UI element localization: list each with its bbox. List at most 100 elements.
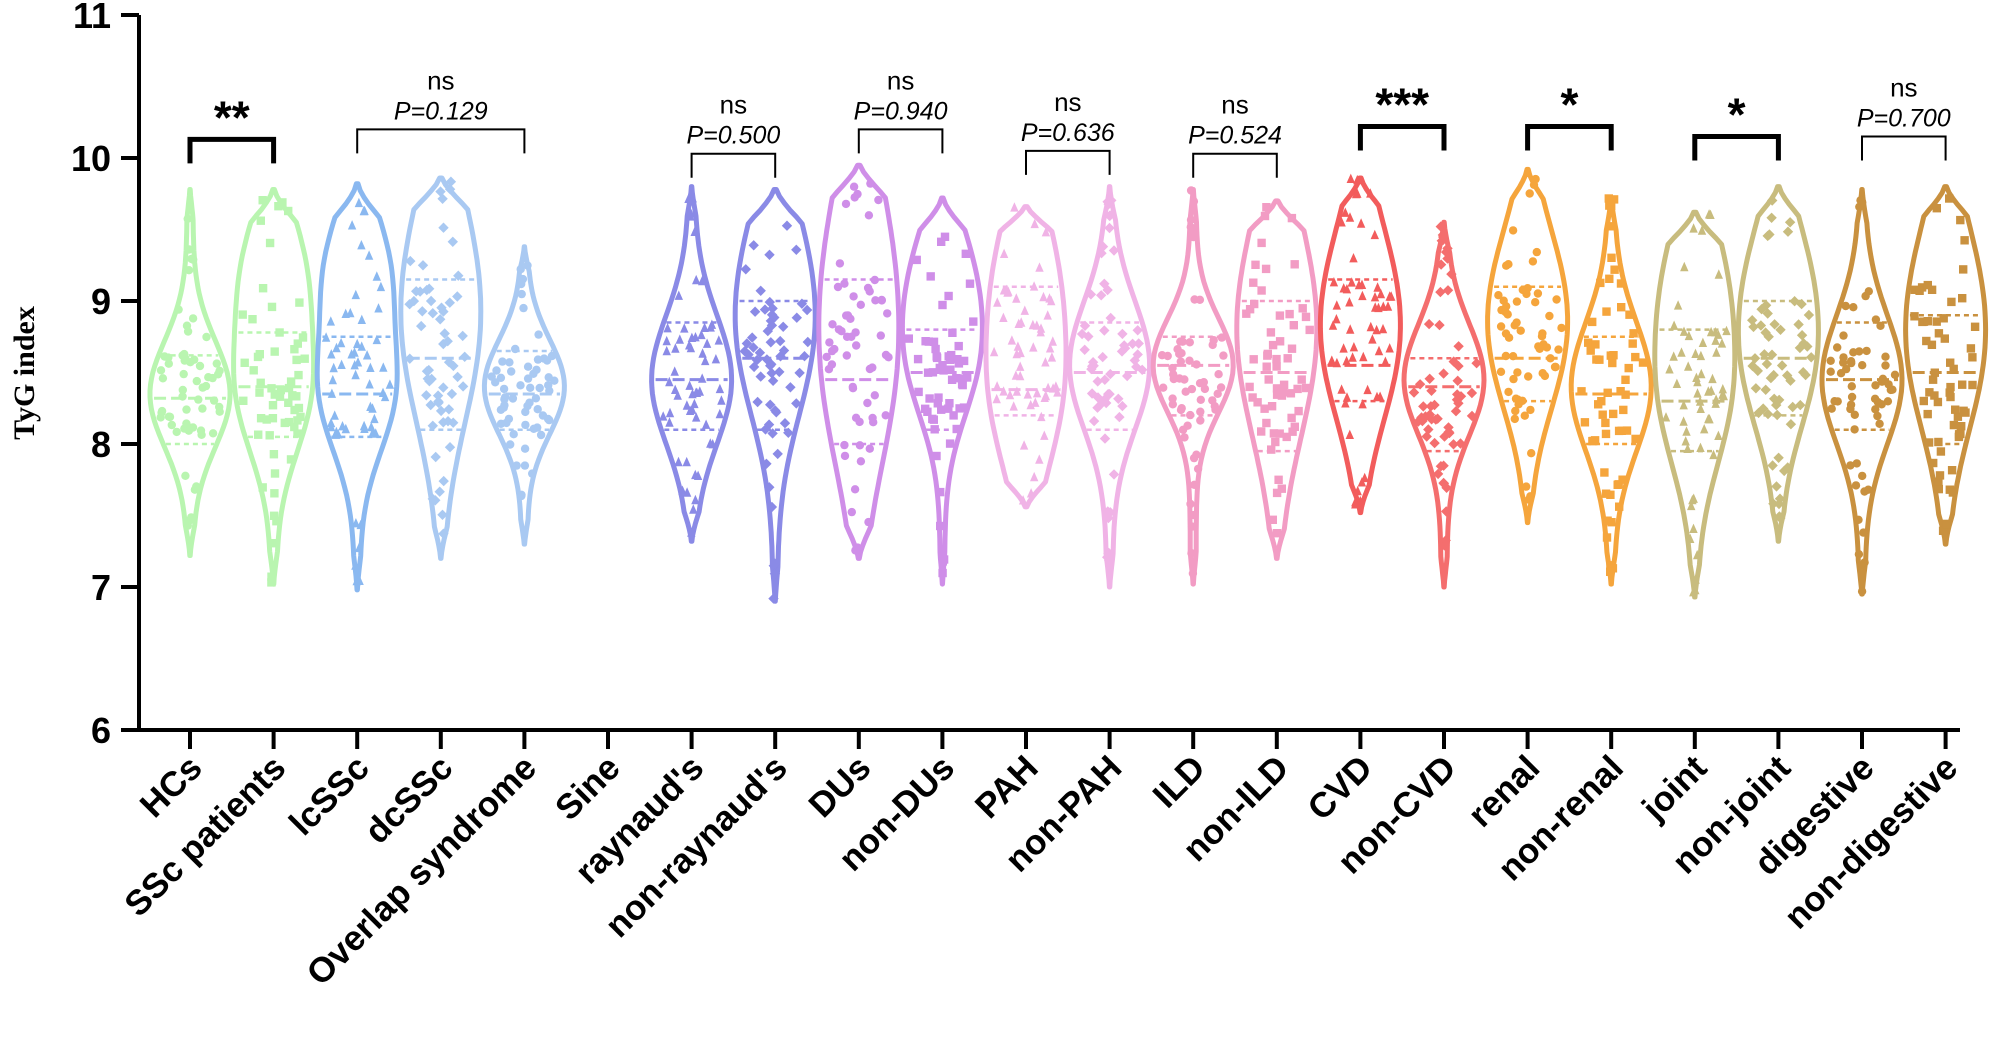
data-point — [1132, 325, 1143, 336]
data-point — [258, 196, 267, 205]
data-point — [1789, 296, 1800, 307]
data-point — [850, 485, 860, 494]
data-point — [457, 381, 469, 392]
data-point — [1621, 375, 1630, 384]
data-point — [362, 350, 372, 360]
data-point — [1418, 401, 1429, 412]
data-point — [284, 383, 294, 393]
data-point — [931, 344, 940, 354]
data-point — [351, 518, 361, 528]
data-point — [1864, 287, 1874, 296]
data-point — [1217, 333, 1227, 342]
p-value-label: P=0.524 — [1188, 122, 1282, 150]
data-point — [770, 405, 781, 416]
data-point — [300, 354, 309, 363]
data-point — [673, 390, 682, 400]
data-point — [1269, 429, 1279, 438]
data-point — [1696, 350, 1706, 361]
x-tick-label: PAH — [968, 748, 1046, 826]
data-point — [1209, 336, 1218, 345]
data-point — [1104, 222, 1115, 234]
data-point — [1257, 286, 1266, 295]
data-point — [932, 352, 941, 361]
data-point — [371, 428, 380, 438]
data-point — [1712, 347, 1721, 357]
data-point — [765, 360, 776, 371]
data-point — [328, 374, 337, 385]
data-point — [496, 373, 506, 382]
data-point — [1956, 215, 1965, 225]
data-point — [825, 338, 834, 347]
data-point — [856, 457, 866, 466]
data-point — [674, 290, 683, 300]
data-point — [1859, 528, 1868, 537]
data-point — [1442, 253, 1453, 264]
violin-9 — [899, 195, 985, 587]
data-point — [1020, 305, 1029, 315]
data-point — [1035, 454, 1044, 464]
data-point — [1957, 422, 1966, 431]
data-point — [717, 395, 726, 405]
data-point — [1697, 368, 1706, 379]
data-point — [1605, 274, 1614, 283]
data-point — [1251, 260, 1260, 269]
data-point — [1687, 500, 1696, 511]
data-point — [327, 349, 336, 359]
data-point — [1438, 460, 1449, 471]
data-point — [851, 546, 860, 555]
data-point — [692, 412, 701, 422]
data-point — [512, 461, 521, 470]
data-point — [1927, 285, 1937, 294]
y-tick-label: 7 — [91, 567, 111, 608]
data-point — [280, 418, 289, 428]
data-point — [1453, 341, 1464, 352]
data-point — [993, 297, 1002, 307]
data-point — [286, 455, 296, 464]
data-point — [1773, 498, 1785, 510]
data-point — [923, 368, 933, 377]
data-point — [992, 381, 1002, 391]
data-point — [1039, 291, 1048, 302]
data-point — [1282, 432, 1291, 442]
violin-outline — [1652, 209, 1738, 600]
data-point — [1628, 339, 1637, 348]
data-point — [1199, 378, 1209, 387]
data-point — [934, 393, 943, 402]
data-point — [1855, 347, 1864, 356]
data-point — [1923, 409, 1932, 419]
data-point — [1168, 363, 1177, 373]
data-point — [517, 289, 526, 299]
data-point — [1691, 574, 1700, 584]
data-point — [520, 444, 530, 453]
data-point — [507, 367, 516, 376]
data-point — [1452, 389, 1463, 400]
data-point — [1949, 364, 1958, 374]
data-point — [955, 404, 964, 413]
data-point — [1287, 344, 1297, 353]
data-point — [1249, 355, 1258, 364]
data-point — [1496, 322, 1506, 331]
data-point — [421, 390, 432, 401]
data-point — [275, 328, 284, 337]
data-point — [1376, 288, 1386, 299]
data-point — [1691, 584, 1700, 595]
data-point — [1669, 320, 1679, 330]
significance-ns: ns — [427, 65, 454, 95]
data-point — [521, 407, 530, 417]
violin-outline — [1819, 187, 1905, 597]
data-point — [957, 379, 967, 389]
data-point — [715, 383, 725, 394]
data-point — [256, 414, 266, 423]
data-point — [740, 264, 751, 275]
data-point — [1762, 408, 1774, 420]
data-point — [442, 336, 453, 347]
data-point — [1031, 397, 1040, 407]
data-point — [1756, 304, 1767, 315]
data-point — [427, 308, 438, 319]
data-point — [1709, 449, 1718, 460]
data-point — [748, 240, 759, 251]
data-point — [682, 400, 692, 410]
data-point — [1099, 374, 1110, 385]
data-point — [1538, 329, 1547, 338]
data-point — [1023, 389, 1032, 399]
